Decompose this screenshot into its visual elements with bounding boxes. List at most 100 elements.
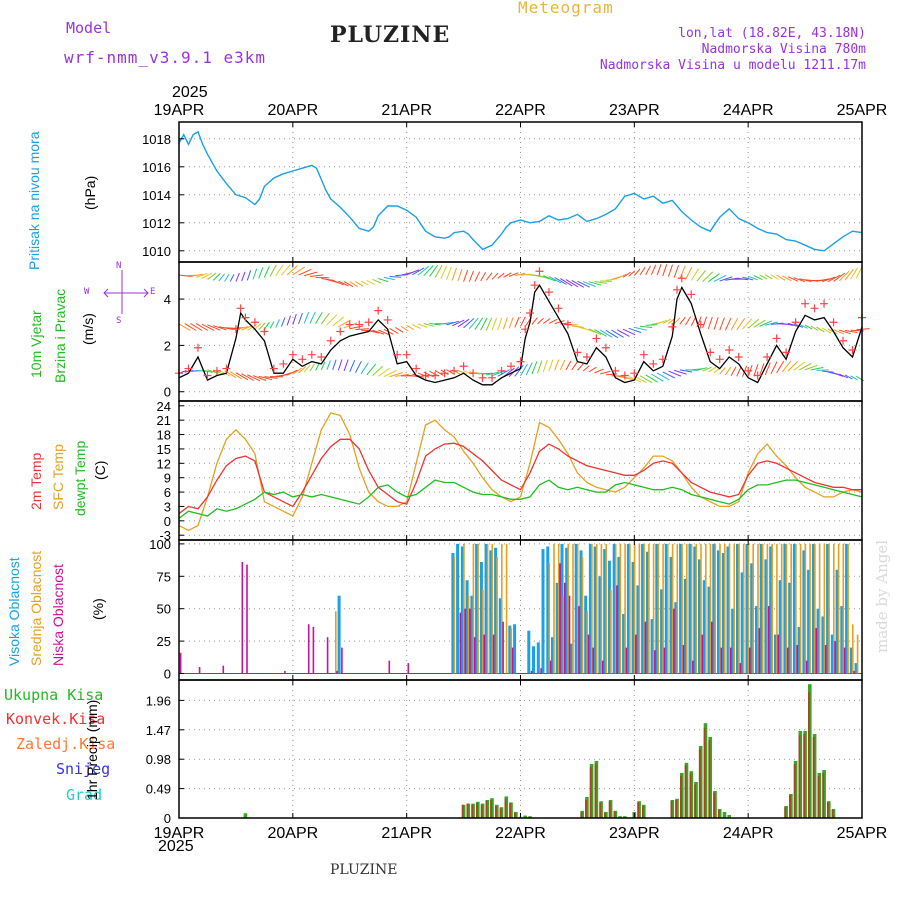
wind-arrow (485, 272, 493, 281)
cloud-bar-high (731, 608, 735, 674)
wind-arrow (298, 268, 312, 276)
cloud-bar-mid (562, 595, 565, 674)
compass-e-label: E (150, 287, 156, 297)
cloud-bar-low (673, 608, 675, 674)
wind-arrow (548, 276, 562, 284)
pressure-unit: (hPa) (82, 175, 98, 210)
cloud-bar-high (570, 643, 573, 674)
wind-arrow (383, 370, 397, 378)
cloud-bar-mid (491, 543, 494, 674)
year-label-bottom: 2025 (158, 838, 194, 855)
wind-arrow (292, 367, 302, 375)
temperature-ytick-label: 12 (157, 456, 171, 471)
wind-arrow (360, 280, 369, 286)
wind-arrow (241, 271, 246, 282)
cloud-bar-low (786, 647, 789, 674)
cloud-bar-high (337, 595, 341, 674)
wind-arrow (337, 359, 343, 371)
precip-ytick-label: 0.98 (146, 752, 171, 767)
wind-arrow (508, 317, 514, 329)
cloud-bar-mid (648, 543, 650, 674)
cloud-bar-low (815, 628, 817, 674)
precip-unit: 1hr Precip (mm) (84, 699, 100, 800)
wind-arrow (787, 360, 799, 372)
wind-marker (810, 304, 819, 313)
precip-conv-bar (599, 803, 602, 818)
wind-arrow (440, 265, 448, 279)
cloud-bar-high (698, 559, 701, 674)
precip-conv-bar (604, 812, 606, 818)
date-label-bottom: 24APR (723, 825, 774, 842)
wind-arrow (377, 367, 390, 377)
wind-marker (269, 364, 278, 373)
wind-arrow (639, 325, 653, 328)
clouds-ytick-label: 50 (157, 602, 171, 617)
cloud-bar-low (777, 634, 779, 674)
wind-arrow (389, 372, 403, 378)
wind-arrow (190, 273, 203, 277)
cloud-bar-high (645, 551, 649, 674)
temperature-ytick-label: -3 (159, 528, 171, 543)
cloud-bar-high (788, 582, 792, 674)
wind-arrow (338, 319, 351, 328)
precip-conv-bar (670, 801, 673, 818)
cloud-bar-mid (695, 543, 698, 674)
date-label-bottom: 23APR (609, 825, 660, 842)
cloud-bar-low (663, 647, 666, 674)
precip-ytick-label: 1.96 (146, 693, 171, 708)
temp-2m-line (178, 438, 862, 515)
wind-arrow (252, 268, 258, 280)
cloud-bar-high (456, 543, 460, 674)
cloud-bar-mid (847, 543, 849, 674)
cloud-bar-high (494, 547, 498, 674)
cloud-bar-low (326, 637, 329, 674)
cloud-bar-mid (837, 543, 840, 674)
cloud-bar-mid (572, 543, 574, 674)
cloud-bar-mid (496, 556, 498, 674)
date-label-top: 24APR (723, 102, 774, 119)
cloud-bar-high (527, 630, 531, 674)
wind-arrow (696, 269, 707, 282)
wind-arrow (537, 317, 544, 325)
cloud-bar-high (603, 549, 607, 674)
cloud-bar-high (759, 543, 763, 674)
cloud-bar-high (840, 606, 844, 674)
page-title: PLUZINE (330, 22, 451, 48)
cloud-bar-high (475, 543, 479, 674)
wind-marker (820, 299, 829, 308)
wind-arrow (372, 365, 384, 376)
wind-arrow (776, 274, 786, 281)
wind-marker (544, 288, 553, 297)
wind-arrow (315, 362, 320, 371)
wind-arrow (434, 369, 444, 376)
wind-marker (488, 373, 497, 382)
cloud-bar-high (849, 647, 853, 674)
pressure-ytick-label: 1012 (142, 216, 171, 231)
meteogram-label: Meteogram (518, 0, 614, 17)
cloud-bar-high (778, 580, 782, 674)
cloud-bar-mid (614, 543, 617, 674)
precip-snow-label: Snijeg (56, 760, 111, 778)
wind-ytick-label: 4 (164, 292, 171, 307)
cloud-mid-title: Srednja Oblacnost (28, 550, 44, 666)
cloud-bar-mid (600, 543, 603, 674)
cloud-bar-mid (823, 543, 826, 674)
lonlat-label: lon,lat (18.82E, 43.18N) (678, 26, 866, 41)
wind-arrow (235, 272, 240, 282)
wind-marker (355, 320, 364, 329)
precip-conv-bar (684, 765, 687, 818)
wind-arrow (850, 375, 858, 381)
cloud-bar-high (854, 663, 858, 674)
cloud-bar-low (564, 582, 566, 674)
cloud-bar-mid (619, 543, 622, 674)
wind-arrow (429, 322, 441, 326)
wind-marker (521, 325, 530, 334)
wind-arrow (759, 274, 768, 280)
wind-arrow (708, 366, 717, 373)
wind-arrow (491, 272, 499, 280)
wind-marker (592, 334, 601, 343)
precip-conv-bar (717, 809, 720, 818)
wind-arrow (497, 272, 505, 279)
wind-arrow (736, 366, 742, 377)
precip-conv-bar (793, 764, 796, 818)
